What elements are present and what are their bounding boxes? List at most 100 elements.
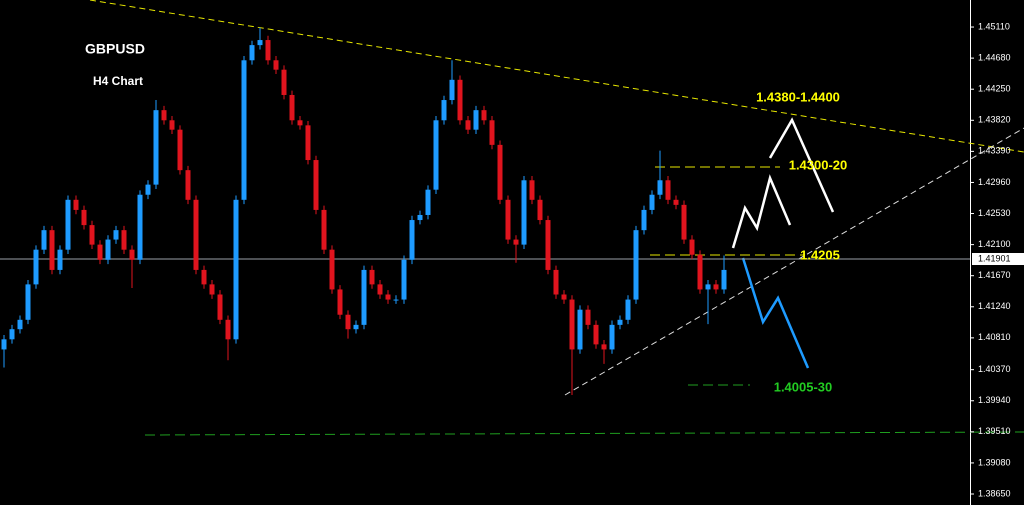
candle-body (385, 294, 391, 300)
candle-body (465, 120, 471, 130)
candle-body (1, 339, 7, 350)
projection (741, 257, 810, 369)
candle-body (153, 110, 159, 185)
candle-body (33, 249, 39, 285)
candle-body (121, 230, 127, 250)
candle-body (169, 120, 175, 130)
candle-body (129, 249, 135, 260)
candle-body (393, 299, 399, 301)
candle-body (585, 309, 591, 325)
support-line (144, 431, 1024, 436)
candle-body (697, 254, 703, 290)
candle-body (89, 225, 95, 245)
candle-body (449, 79, 455, 101)
candle-body (81, 209, 87, 226)
y-tick-label: 1.39510 (978, 426, 1011, 436)
candle-body (73, 199, 79, 210)
candle-body (281, 69, 287, 95)
annotation: 1.4005-30 (774, 379, 833, 394)
candle-body (25, 284, 31, 320)
candle-body (337, 289, 343, 315)
candle-body (681, 204, 687, 240)
candle-body (145, 184, 151, 195)
candle-body (233, 199, 239, 340)
candle-body (345, 314, 351, 330)
candle-body (569, 299, 575, 350)
candle-body (561, 294, 567, 300)
candle-body (305, 125, 311, 161)
y-tick-label: 1.43820 (978, 115, 1011, 125)
support-trendline (564, 127, 1024, 396)
projection (768, 117, 835, 213)
y-tick-label: 1.40810 (978, 332, 1011, 342)
y-tick-label: 1.42960 (978, 177, 1011, 187)
candle-body (657, 180, 663, 195)
candle-body (249, 45, 255, 61)
candle-body (441, 100, 447, 121)
candle-body (721, 269, 727, 290)
candle-body (489, 120, 495, 145)
y-tick-label: 1.39080 (978, 457, 1011, 467)
candle-body (417, 214, 423, 221)
candle-body (553, 269, 559, 295)
candle-body (41, 230, 47, 250)
projection (731, 174, 792, 249)
candle-body (321, 209, 327, 250)
current-price-box (972, 253, 1024, 266)
y-tick-label: 1.38650 (978, 488, 1011, 498)
chart-title: GBPUSD (85, 41, 145, 57)
annotation: 1.4300-20 (789, 157, 848, 172)
candle-body (433, 120, 439, 190)
candle-body (177, 129, 183, 171)
candle-body (513, 239, 519, 245)
candle-body (529, 180, 535, 200)
candle-body (113, 230, 119, 240)
candle-body (313, 160, 319, 210)
candle-body (97, 244, 103, 260)
y-tick-label: 1.44250 (978, 84, 1011, 94)
y-tick-label: 1.42530 (978, 208, 1011, 218)
candle-body (49, 230, 55, 270)
candle-body (265, 40, 271, 61)
y-tick-label: 1.41670 (978, 270, 1011, 280)
candle-body (9, 329, 15, 340)
current-price-label: 1.41901 (978, 253, 1011, 263)
candle-body (273, 60, 279, 70)
candle-body (369, 269, 375, 285)
candle-body (665, 180, 671, 200)
candle-body (593, 324, 599, 345)
y-tick-label: 1.41240 (978, 301, 1011, 311)
candle-body (545, 220, 551, 270)
candle-body (65, 199, 71, 250)
candle-body (617, 319, 623, 325)
y-tick-label: 1.42100 (978, 239, 1011, 249)
candle-body (577, 309, 583, 350)
candle-body (505, 199, 511, 240)
y-tick-label: 1.43390 (978, 146, 1011, 156)
candle-body (625, 299, 631, 320)
candle-body (713, 284, 719, 290)
candle-body (705, 284, 711, 290)
y-tick-label: 1.44680 (978, 52, 1011, 62)
candle-body (649, 194, 655, 210)
candle-body (457, 79, 463, 121)
y-tick-label: 1.40370 (978, 364, 1011, 374)
candle-body (377, 284, 383, 295)
candle-body (225, 319, 231, 340)
candle-body (425, 189, 431, 215)
y-tick-label: 1.39940 (978, 395, 1011, 405)
candle-body (473, 110, 479, 130)
resistance-trendline (89, 0, 1024, 153)
candle-body (537, 199, 543, 221)
annotation: 1.4380-1.4400 (756, 89, 840, 104)
candle-body (361, 269, 367, 325)
candle-body (241, 60, 247, 200)
candle-body (105, 239, 111, 260)
candle-body (673, 199, 679, 205)
candle-body (521, 180, 527, 245)
candle-body (401, 259, 407, 300)
candle-body (137, 194, 143, 260)
candle-body (689, 239, 695, 255)
candle-body (409, 220, 415, 260)
candle-body (297, 120, 303, 126)
